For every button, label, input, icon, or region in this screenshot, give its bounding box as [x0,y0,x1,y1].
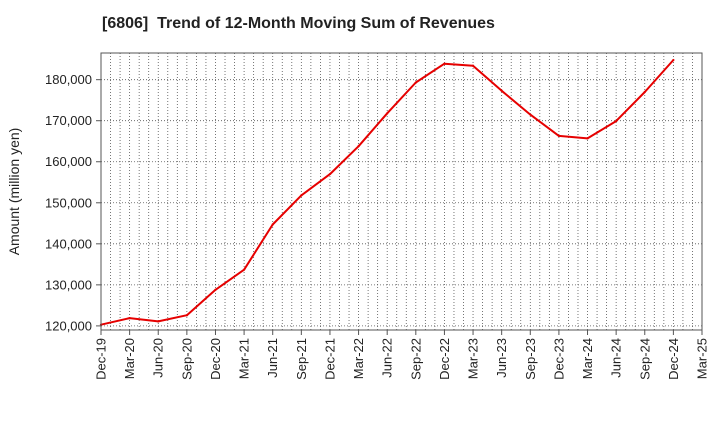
x-tick-label: Sep-20 [179,338,194,380]
data-point [271,223,274,226]
x-tick-label: Mar-25 [695,338,710,379]
data-point [328,172,332,176]
series-line-layer [99,58,675,326]
x-tick-label: Sep-21 [294,338,309,380]
x-tick-label: Sep-23 [523,338,538,380]
data-point [586,137,589,140]
x-tick-label: Dec-23 [551,338,566,380]
data-point [443,62,446,65]
x-tick-label: Jun-21 [265,338,280,378]
y-tick-label: 120,000 [45,318,92,333]
y-tick-labels: 120,000 130,000 140,000 150,000 160,000 170,0… [45,72,101,333]
x-tick-label: Jun-20 [151,338,166,378]
x-tick-label: Jun-22 [380,338,395,378]
y-tick-label: 180,000 [45,72,92,87]
data-point [214,288,217,291]
x-tick-labels: Dec-19 Mar-20 Jun-20 Sep-20 Dec-20 Mar-21 Jun-… [94,330,710,380]
x-tick-label: Dec-24 [666,338,681,380]
data-point [615,120,618,123]
data-point [643,90,646,94]
data-point [414,81,417,84]
data-point [672,58,675,62]
y-tick-label: 150,000 [45,195,92,210]
x-tick-label: Sep-24 [637,338,652,380]
x-tick-label: Mar-20 [122,338,137,379]
x-tick-label: Mar-24 [580,338,595,379]
x-tick-label: Jun-24 [609,338,624,378]
data-point [386,112,389,115]
grid-lines [101,53,702,330]
x-tick-label: Mar-22 [351,338,366,379]
y-tick-label: 140,000 [45,236,92,251]
x-tick-label: Sep-22 [408,338,423,380]
data-point [242,268,246,271]
x-tick-label: Mar-23 [466,338,481,379]
data-point [128,316,131,320]
data-point [357,145,360,148]
x-tick-label: Dec-22 [437,338,452,380]
x-tick-label: Mar-21 [237,338,252,379]
data-point [471,64,475,67]
data-point [300,194,303,197]
chart-title: [6806] Trend of 12-Month Moving Sum of R… [102,15,495,32]
data-point [529,113,532,116]
x-tick-label: Dec-21 [322,338,337,380]
x-tick-label: Dec-20 [208,338,223,380]
data-point [500,89,503,92]
x-tick-label: Jun-23 [494,338,509,378]
plot-frame [100,52,703,331]
y-tick-label: 170,000 [45,113,92,128]
data-point [185,314,188,317]
data-point [557,134,561,137]
x-tick-label: Dec-19 [94,338,109,380]
y-tick-label: 160,000 [45,154,92,169]
y-axis-label: Amount (million yen) [6,128,22,256]
y-tick-label: 130,000 [45,277,92,292]
data-point [157,320,160,323]
